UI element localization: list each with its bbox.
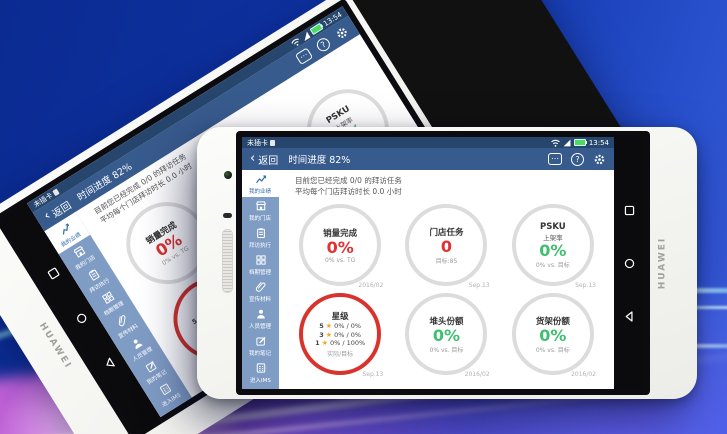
help-icon: ? [314, 35, 333, 54]
sidebar-item-performance: 我的业绩 [44, 211, 91, 255]
app-screen: 未插卡 13:54 [242, 137, 614, 389]
foreground-tablet: 未插卡 13:54 [197, 127, 697, 399]
summary-line: 平均每个门店拜访时长 0.0 小时 [295, 187, 402, 196]
signal-icon [563, 139, 571, 146]
metric-date: Sep.13 [362, 371, 384, 378]
metric-star-rating[interactable]: 星级 5 ★ 0% / 0% 3 ★ 0% / [287, 291, 393, 380]
back-label: 返回 [258, 155, 279, 167]
wifi-icon [291, 38, 299, 46]
status-bar: 未插卡 13:54 [242, 137, 614, 148]
metric-ring: 堆头份额 0% 0% vs. 目标 [405, 293, 488, 375]
sidebar-item-ims[interactable]: 进入IMS [242, 359, 279, 386]
sidebar-item-people[interactable]: 人员管理 [242, 305, 279, 332]
battery-icon [573, 139, 587, 146]
metric-sales-completion[interactable]: 销量完成 0% 0% vs. TG 2016/02 [287, 202, 393, 291]
metric-ring: 销量完成 0% 0% vs. TG [299, 204, 382, 286]
metric-value: 0% [539, 240, 567, 260]
home-button[interactable] [623, 257, 636, 270]
dashboard: 目前您已经完成 0/0 的拜访任务 平均每个门店拜访时长 0.0 小时 销量完成… [279, 170, 614, 389]
visit-clipboard-icon [256, 227, 265, 238]
nav-bar [614, 137, 644, 389]
people-icon [256, 309, 265, 318]
visit-summary: 目前您已经完成 0/0 的拜访任务 平均每个门店拜访时长 0.0 小时 [295, 175, 614, 197]
message-icon[interactable]: ⋯ [548, 153, 562, 165]
metric-date: 2016/02 [571, 371, 596, 378]
sidebar-item-schedule[interactable]: 档期管理 [242, 251, 279, 278]
performance-chart-icon [255, 174, 266, 183]
wifi-icon [550, 139, 560, 147]
home-button [76, 313, 86, 323]
metric-psku[interactable]: PSKU 上架率 0% 0% vs. 目标 Sep.13 [500, 202, 606, 291]
star-row: 3 ★ 0% / 0% [319, 330, 362, 339]
metric-date: 2016/02 [464, 371, 490, 378]
metric-ring: 货架份额 0% 0% vs. 目标 [511, 293, 594, 375]
metric-display-share[interactable]: 堆头份额 0% 0% vs. 目标 2016/02 [393, 291, 499, 380]
summary-line: 目前您已经完成 0/0 的拜访任务 [295, 176, 402, 185]
recents-button[interactable] [623, 204, 636, 217]
schedule-grid-icon [255, 254, 266, 265]
sidebar-item-visits[interactable]: 拜访执行 [242, 224, 279, 251]
sidebar-item-materials[interactable]: 宣传材料 [242, 278, 279, 305]
star-icon: ★ [325, 322, 333, 331]
message-icon: ⋯ [294, 47, 314, 66]
sim-icon [52, 188, 60, 196]
clock-label: 13:54 [588, 138, 609, 147]
metric-value: 0 [440, 236, 453, 256]
metric-date: 2016/02 [358, 282, 384, 289]
sidebar-item-notes[interactable]: 我的笔记 [242, 332, 279, 359]
sensor-icon [223, 213, 232, 218]
metric-ring: 星级 5 ★ 0% / 0% 3 ★ 0% / [299, 293, 382, 375]
signal-icon [304, 31, 311, 41]
carrier-label: 未插卡 [247, 138, 268, 147]
gear-icon [337, 27, 347, 38]
metric-shelf-share[interactable]: 货架份额 0% 0% vs. 目标 2016/02 [500, 291, 606, 380]
materials-paperclip-icon [255, 281, 266, 292]
back-chevron-icon: ‹ [250, 151, 256, 166]
android-back-button [105, 357, 115, 367]
front-rim: 未插卡 13:54 [236, 131, 650, 395]
store-icon [255, 200, 266, 210]
sidebar-item-performance[interactable]: 我的业绩 [242, 170, 279, 197]
app-body: 我的业绩 我的门店 [242, 170, 614, 389]
front-camera-icon [224, 171, 232, 179]
metric-store-tasks[interactable]: 门店任务 0 目标:85 Sep.13 [393, 202, 499, 291]
star-row: 5 ★ 0% / 0% [319, 322, 362, 331]
metric-date: Sep.13 [468, 282, 490, 289]
star-icon: ★ [325, 330, 333, 339]
gear-icon[interactable] [593, 153, 606, 166]
star-icon: ★ [321, 339, 328, 348]
time-progress-label: 时间进度 82% [288, 155, 351, 166]
app-header: ‹ 返回 时间进度 82% ⋯ ? [242, 148, 614, 170]
metric-grid: 销量完成 0% 0% vs. TG 2016/02 门店任务 0 [279, 202, 614, 380]
app-header: ‹ 返回 时间进度 82% ⋯ ? [32, 15, 360, 232]
sidebar: 我的业绩 我的门店 [242, 170, 279, 389]
metric-ring: 门店任务 0 目标:85 [405, 204, 488, 286]
star-row: 1 ★ 0% / 100% [315, 339, 366, 348]
metric-value: 0% [326, 237, 354, 257]
recents-button [47, 267, 59, 280]
metric-value: 0% [432, 325, 461, 345]
help-icon[interactable]: ? [571, 152, 584, 166]
metric-ring: PSKU 上架率 0% 0% vs. 目标 [511, 204, 594, 286]
speaker-grille [222, 229, 233, 293]
android-back-button[interactable] [623, 310, 636, 323]
sidebar-item-stores[interactable]: 我的门店 [242, 197, 279, 224]
metric-date: Sep.13 [575, 282, 596, 289]
metric-value: 0% [539, 325, 567, 345]
huawei-logo: HUAWEI [657, 236, 668, 290]
back-button[interactable]: ‹ 返回 [250, 152, 278, 167]
ims-doc-icon [256, 362, 265, 373]
notes-icon [255, 336, 265, 346]
performance-chart-icon [62, 223, 69, 235]
sim-icon [270, 139, 275, 146]
status-bar: 未插卡 13:54 [26, 6, 349, 213]
